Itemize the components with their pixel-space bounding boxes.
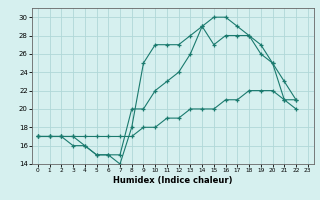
- X-axis label: Humidex (Indice chaleur): Humidex (Indice chaleur): [113, 176, 233, 185]
